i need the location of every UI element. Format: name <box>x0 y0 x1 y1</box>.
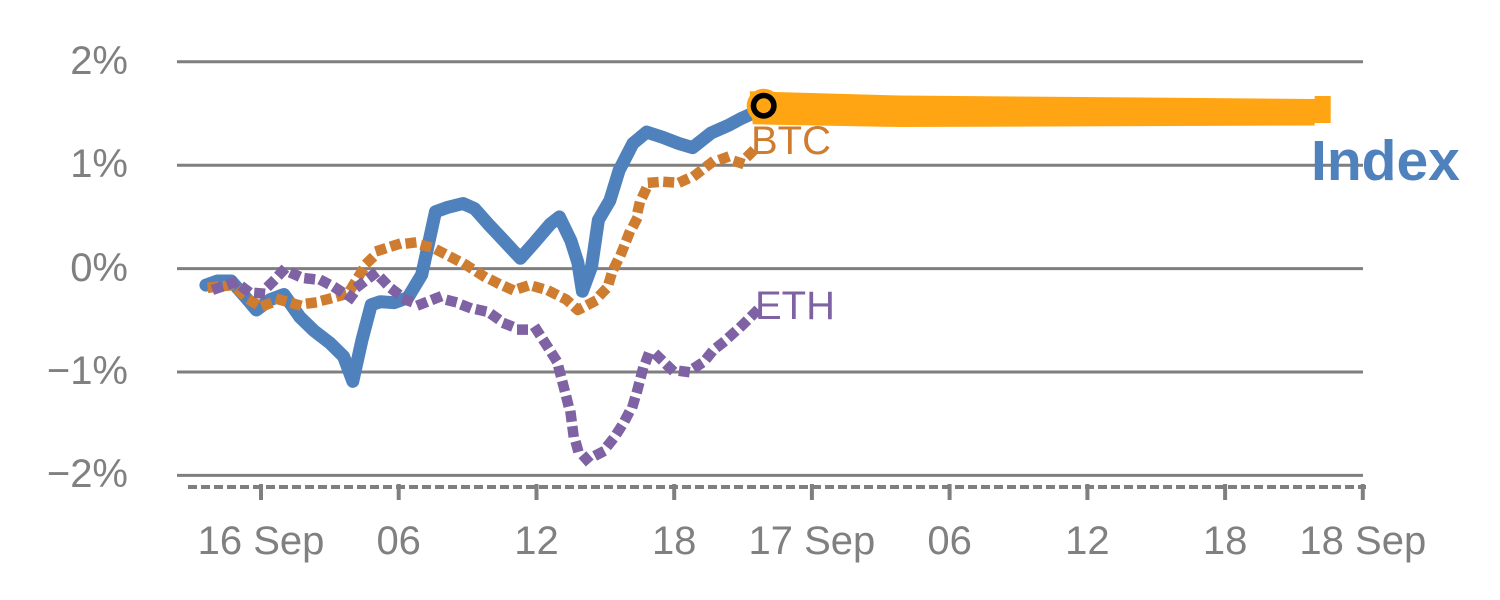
x-tick-label: 06 <box>927 519 972 563</box>
x-tick-label: 18 <box>651 519 697 563</box>
index-projection-band <box>749 91 1331 127</box>
y-tick-label: 0% <box>70 245 128 290</box>
x-tick-label: 06 <box>376 519 421 563</box>
x-tick-label: 18 <box>1202 519 1248 563</box>
x-tick-label: 16 Sep <box>197 519 325 563</box>
x-tick-label: 12 <box>514 519 559 563</box>
last-value-marker-ring <box>750 92 777 119</box>
series-line-btc <box>207 144 760 316</box>
y-tick-label: −2% <box>46 452 128 497</box>
series-line-index <box>199 99 771 388</box>
x-tick-label: 12 <box>1065 519 1110 563</box>
eth-series-label: ETH <box>755 284 835 328</box>
series-line-eth <box>210 264 762 466</box>
y-tick-label: 1% <box>70 142 128 187</box>
y-tick-label: −1% <box>46 349 128 393</box>
x-tick-label: 17 Sep <box>748 519 876 563</box>
x-tick-label: 18 Sep <box>1299 519 1427 563</box>
btc-series-label: BTC <box>751 119 831 163</box>
index-series-label: Index <box>1311 129 1460 193</box>
y-tick-label: 2% <box>70 38 128 83</box>
